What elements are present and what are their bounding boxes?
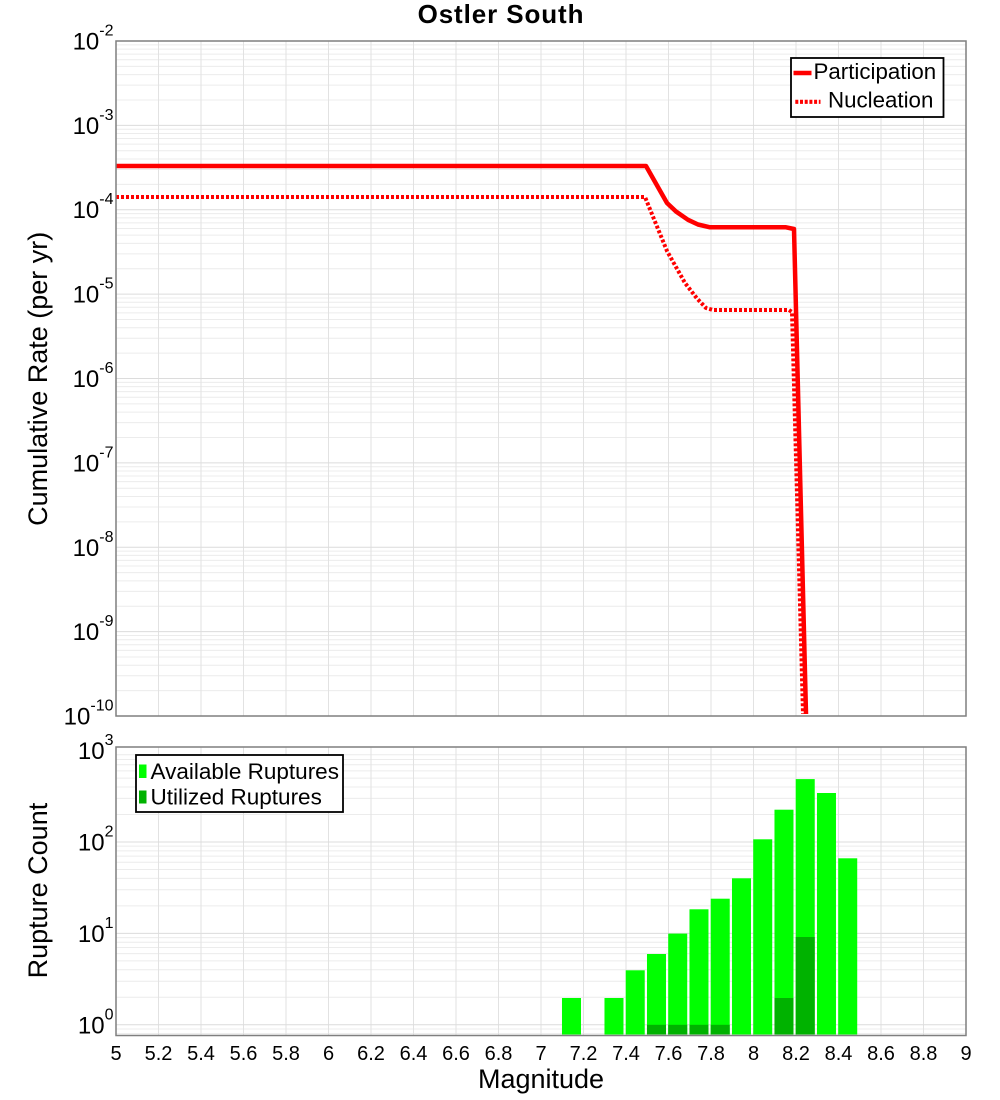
svg-text:Utilized Ruptures: Utilized Ruptures — [151, 785, 322, 810]
svg-text:6.2: 6.2 — [357, 1043, 385, 1065]
svg-text:8: 8 — [748, 1043, 759, 1065]
svg-text:8.4: 8.4 — [825, 1043, 853, 1065]
svg-text:10-3: 10-3 — [73, 107, 114, 140]
svg-text:Cumulative Rate (per yr): Cumulative Rate (per yr) — [23, 232, 53, 526]
svg-text:5: 5 — [110, 1043, 121, 1065]
svg-text:7.2: 7.2 — [570, 1043, 598, 1065]
svg-text:5.6: 5.6 — [230, 1043, 258, 1065]
svg-text:Nucleation: Nucleation — [828, 88, 933, 113]
svg-text:Available Ruptures: Available Ruptures — [151, 759, 339, 784]
svg-text:7.6: 7.6 — [655, 1043, 683, 1065]
svg-text:6: 6 — [323, 1043, 334, 1065]
svg-text:Magnitude: Magnitude — [478, 1064, 604, 1094]
svg-text:6.6: 6.6 — [442, 1043, 470, 1065]
svg-text:6.8: 6.8 — [485, 1043, 513, 1065]
svg-text:Ostler South: Ostler South — [418, 0, 585, 29]
svg-text:5.8: 5.8 — [272, 1043, 300, 1065]
svg-text:7.8: 7.8 — [697, 1043, 725, 1065]
svg-text:Participation: Participation — [814, 59, 937, 84]
svg-text:Rupture Count: Rupture Count — [23, 802, 53, 978]
svg-text:8.6: 8.6 — [867, 1043, 895, 1065]
svg-text:7.4: 7.4 — [612, 1043, 640, 1065]
svg-text:8.2: 8.2 — [782, 1043, 810, 1065]
svg-text:5.2: 5.2 — [145, 1043, 173, 1065]
svg-text:9: 9 — [960, 1043, 971, 1065]
svg-text:5.4: 5.4 — [187, 1043, 215, 1065]
svg-text:7: 7 — [535, 1043, 546, 1065]
svg-text:8.8: 8.8 — [910, 1043, 938, 1065]
svg-text:6.4: 6.4 — [400, 1043, 428, 1065]
